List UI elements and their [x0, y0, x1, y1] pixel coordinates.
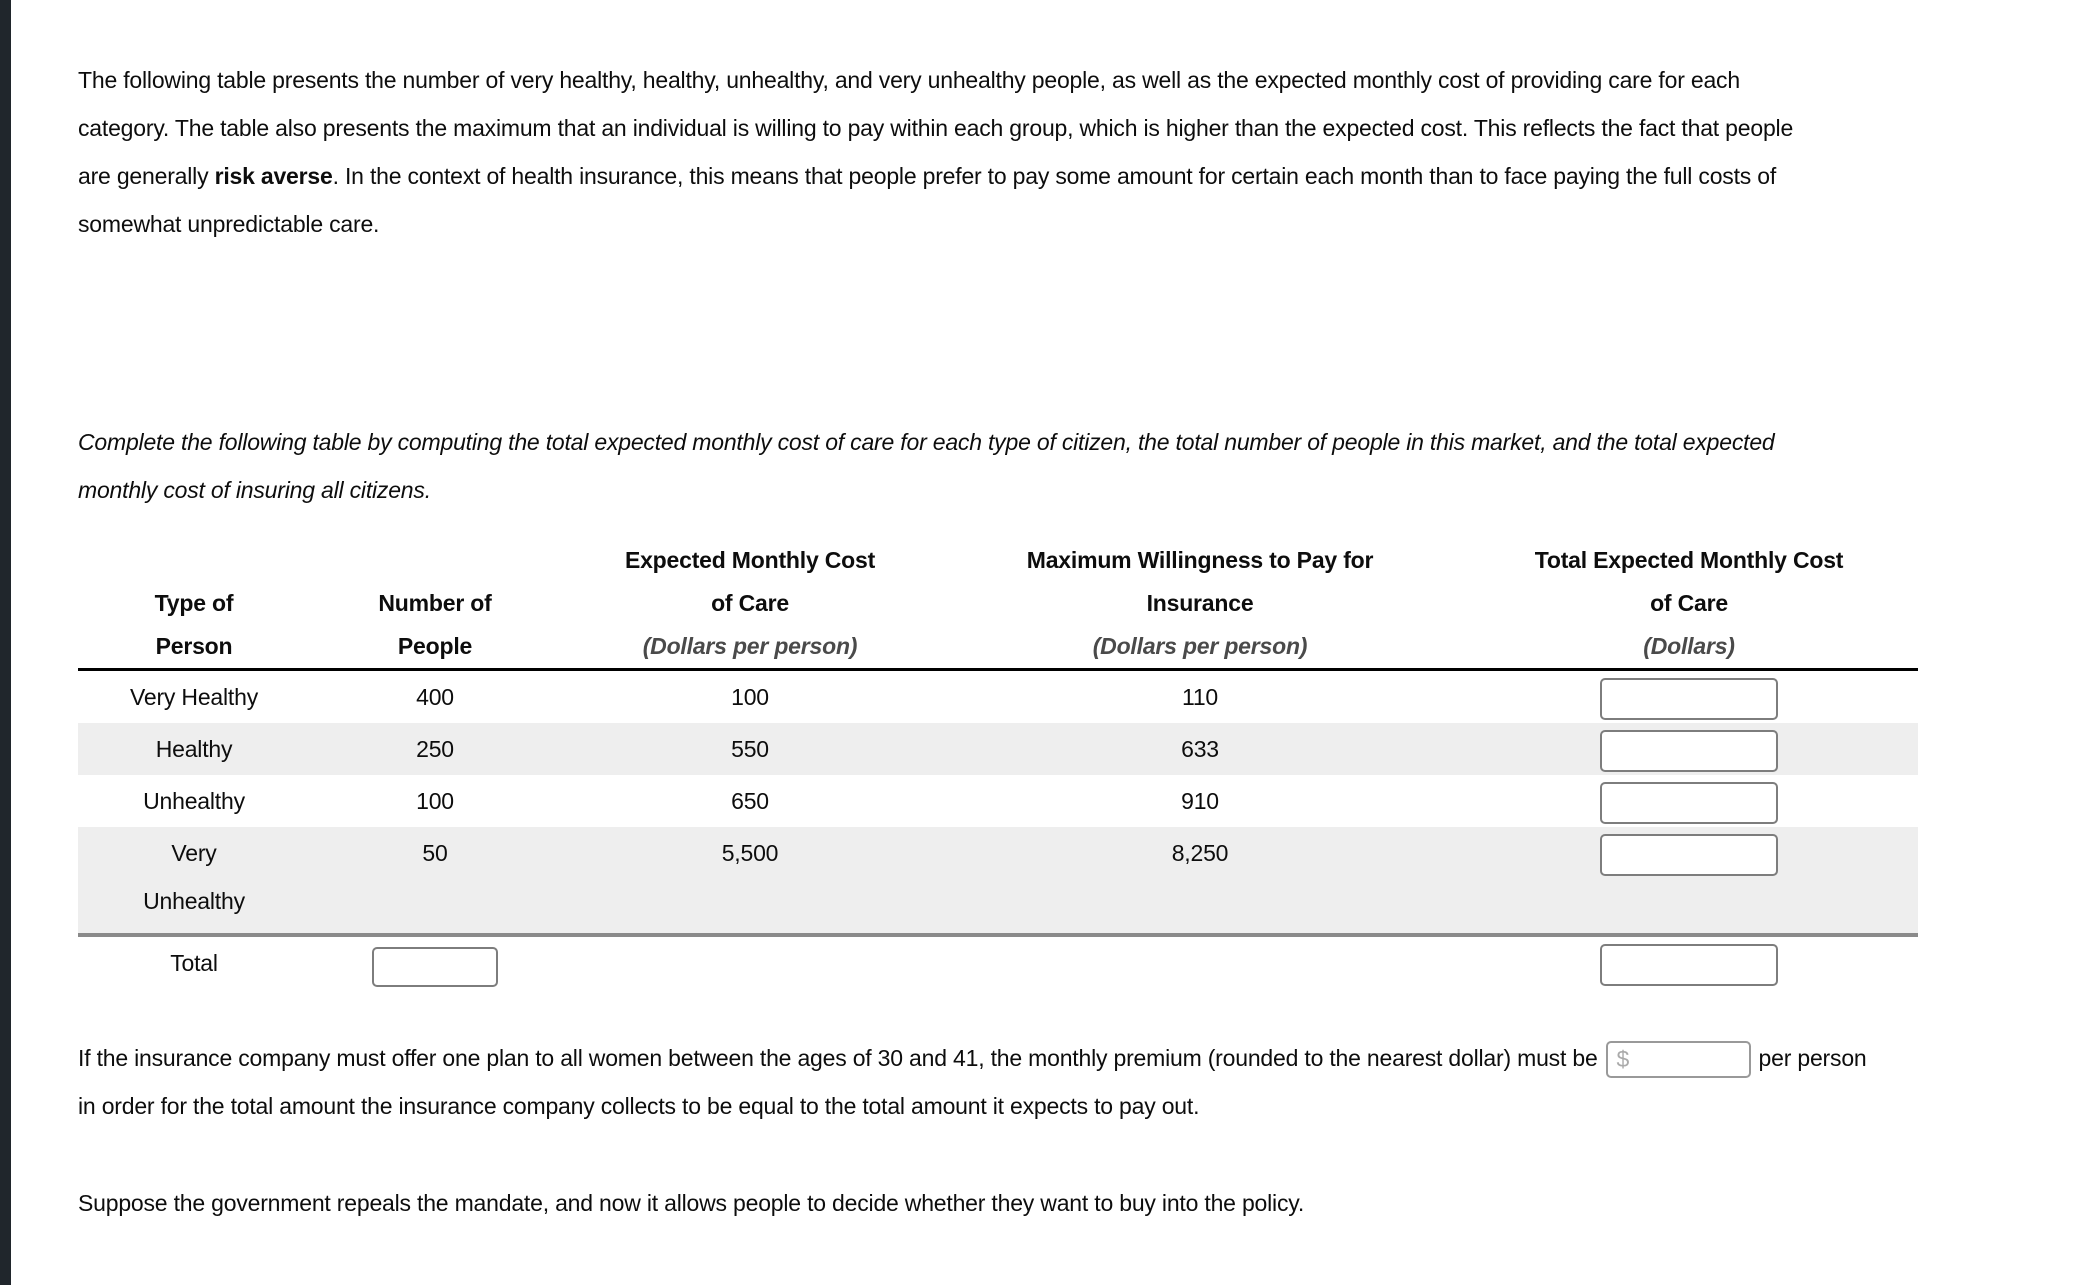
premium-question-paragraph: If the insurance company must offer one …	[78, 1034, 1878, 1130]
footer-paragraph: Suppose the government repeals the manda…	[78, 1190, 1305, 1216]
row-label: Unhealthy	[143, 788, 245, 814]
premium-text-before: If the insurance company must offer one …	[78, 1045, 1598, 1071]
max-wtp-value: 633	[1181, 736, 1219, 762]
premium-text-after: per person in order for the total amount…	[78, 1045, 1867, 1119]
units-dollars-per-person: (Dollars per person)	[642, 633, 858, 659]
total-cost-input-very-unhealthy[interactable]	[1600, 834, 1778, 876]
header-expected-monthly-cost: Expected Monthly Cost of Care (Dollars p…	[560, 539, 940, 668]
intro-paragraph: The following table presents the number …	[78, 56, 1808, 248]
table-row-total: Total	[78, 937, 1918, 999]
risk-averse-bold-text: risk averse	[214, 163, 333, 189]
total-cost-input-healthy[interactable]	[1600, 730, 1778, 772]
premium-input[interactable]	[1629, 1043, 1749, 1077]
total-divider-line	[78, 933, 1918, 937]
total-label: Total	[170, 950, 218, 976]
header-divider-line	[78, 668, 1918, 671]
table-row-healthy: Healthy 250 550 633	[78, 723, 1918, 775]
expected-cost-value: 550	[731, 736, 769, 762]
dollar-sign: $	[1616, 1046, 1630, 1073]
table-row-very-healthy: Very Healthy 400 100 110	[78, 671, 1918, 723]
total-people-input[interactable]	[372, 947, 498, 987]
header-type-of-person: Type of Person	[154, 590, 234, 659]
header-number-of-people: Number of People	[378, 590, 492, 659]
units-dollars: (Dollars)	[1643, 633, 1735, 659]
row-label: Very Unhealthy	[143, 840, 245, 914]
header-max-willingness-to-pay: Maximum Willingness to Pay for Insurance…	[940, 539, 1460, 668]
table-row-unhealthy: Unhealthy 100 650 910	[78, 775, 1918, 827]
expected-cost-value: 100	[731, 684, 769, 710]
number-of-people-value: 100	[416, 788, 454, 814]
total-cost-input-unhealthy[interactable]	[1600, 782, 1778, 824]
left-edge-bar	[0, 0, 11, 1285]
total-cost-input-very-healthy[interactable]	[1600, 678, 1778, 720]
insurance-table: Type of Person Number of People Expected…	[78, 530, 1918, 999]
total-expected-cost-input[interactable]	[1600, 944, 1778, 986]
expected-cost-value: 5,500	[721, 840, 779, 866]
units-dollars-per-person: (Dollars per person)	[1092, 633, 1308, 659]
max-wtp-value: 110	[1181, 684, 1219, 710]
row-label: Very Healthy	[130, 684, 258, 710]
number-of-people-value: 400	[416, 684, 454, 710]
row-label: Healthy	[155, 736, 233, 762]
instruction-paragraph: Complete the following table by computin…	[78, 429, 1775, 503]
header-total-expected-monthly-cost: Total Expected Monthly Cost of Care (Dol…	[1460, 539, 1918, 668]
premium-input-box[interactable]: $	[1605, 1041, 1751, 1079]
expected-cost-value: 650	[731, 788, 769, 814]
table-row-very-unhealthy: Very Unhealthy 50 5,500 8,250	[78, 827, 1918, 933]
max-wtp-value: 8,250	[1171, 840, 1229, 866]
intro-text-after: . In the context of health insurance, th…	[78, 163, 1777, 237]
table-header-row: Type of Person Number of People Expected…	[78, 530, 1918, 668]
max-wtp-value: 910	[1181, 788, 1219, 814]
intro-text-before: The following table presents the number …	[78, 67, 1794, 189]
number-of-people-value: 50	[422, 840, 448, 866]
number-of-people-value: 250	[416, 736, 454, 762]
